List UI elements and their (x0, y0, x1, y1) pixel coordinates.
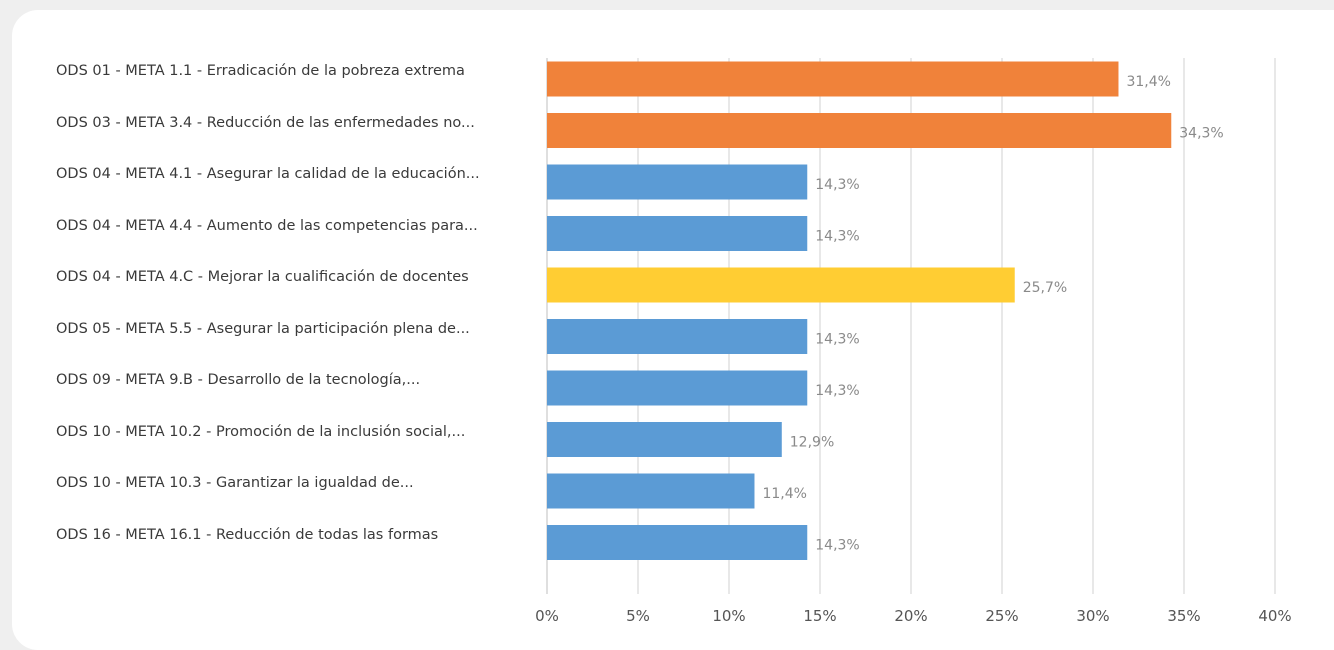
bar (547, 164, 808, 200)
category-label: ODS 09 - META 9.B - Desarrollo de la tec… (56, 372, 421, 388)
x-tick-label: 15% (803, 607, 836, 625)
bar (547, 473, 755, 509)
x-tick-label: 30% (1076, 607, 1109, 625)
data-label: 25,7% (1023, 280, 1067, 296)
bar (547, 422, 782, 457)
category-label: ODS 04 - META 4.1 - Asegurar la calidad … (56, 166, 480, 182)
data-label: 14,3% (815, 229, 859, 245)
category-label: ODS 03 - META 3.4 - Reducción de las enf… (56, 114, 475, 131)
x-tick-label: 10% (712, 607, 745, 625)
x-tick-label: 5% (626, 607, 650, 625)
x-tick-label: 25% (985, 607, 1018, 625)
bar (547, 113, 1172, 148)
bar (547, 61, 1119, 97)
category-label: ODS 10 - META 10.2 - Promoción de la inc… (56, 423, 466, 440)
category-label: ODS 10 - META 10.3 - Garantizar la igual… (56, 475, 414, 491)
bar (547, 370, 808, 406)
category-label: ODS 05 - META 5.5 - Asegurar la particip… (56, 320, 470, 337)
data-label: 31,4% (1126, 74, 1170, 90)
data-label: 14,3% (815, 177, 859, 193)
data-label: 14,3% (815, 538, 859, 554)
category-label: ODS 04 - META 4.C - Mejorar la cualifica… (56, 269, 469, 285)
x-tick-label: 35% (1167, 607, 1200, 625)
data-label: 12,9% (790, 435, 834, 451)
x-tick-label: 0% (535, 607, 559, 625)
category-label: ODS 16 - META 16.1 - Reducción de todas … (56, 526, 439, 543)
data-label: 14,3% (815, 383, 859, 399)
x-tick-label: 20% (894, 607, 927, 625)
data-label: 11,4% (762, 486, 806, 502)
bar (547, 319, 808, 354)
data-label: 34,3% (1179, 126, 1223, 142)
bar (547, 216, 808, 251)
bar (547, 525, 808, 560)
bar (547, 267, 1015, 303)
data-label: 14,3% (815, 332, 859, 348)
category-label: ODS 01 - META 1.1 - Erradicación de la p… (56, 63, 465, 79)
x-tick-label: 40% (1258, 607, 1291, 625)
category-label: ODS 04 - META 4.4 - Aumento de las compe… (56, 217, 478, 234)
